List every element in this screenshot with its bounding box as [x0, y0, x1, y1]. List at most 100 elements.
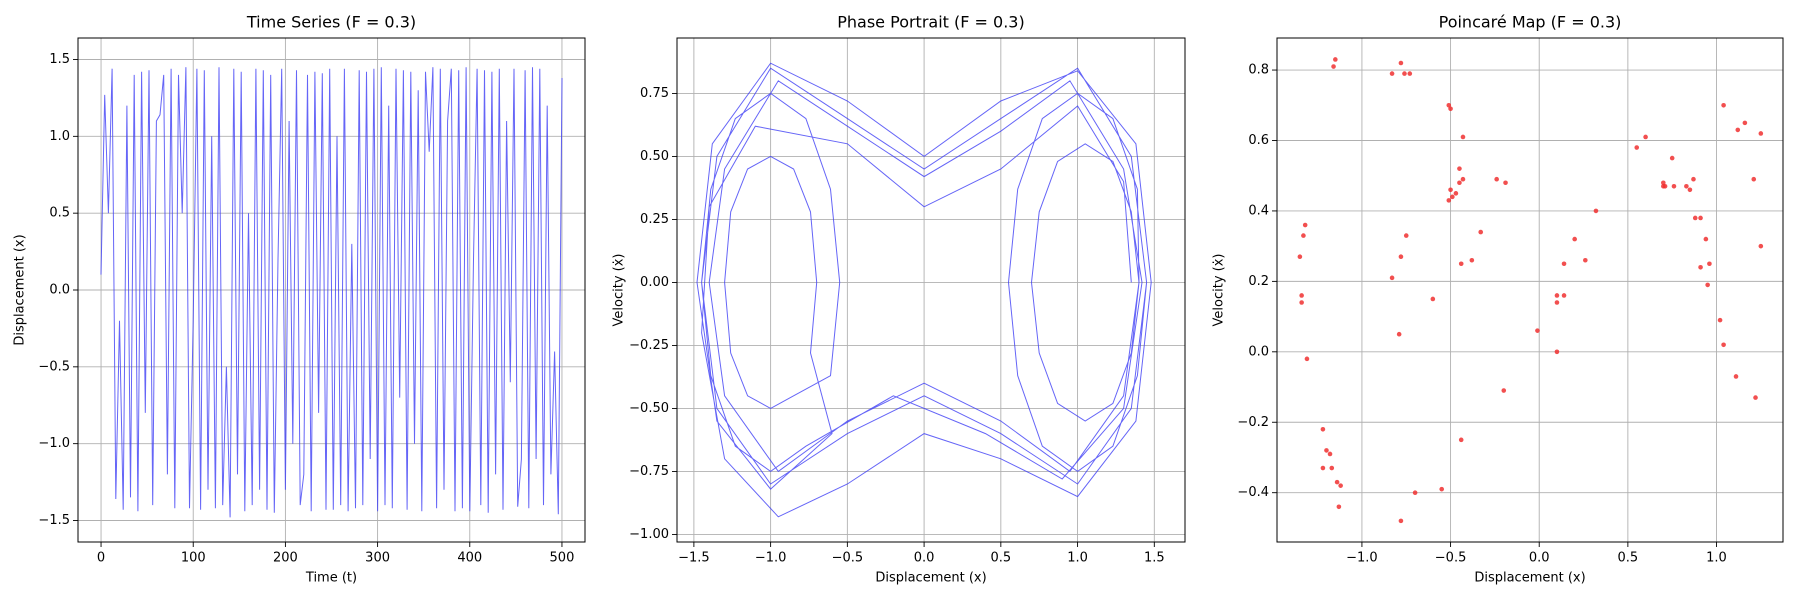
x-tick-label: 0 [97, 551, 105, 566]
y-tick-label: 0.0 [49, 283, 70, 298]
y-tick-label: −0.4 [1237, 485, 1269, 500]
data-point [1457, 166, 1462, 171]
x-tick-label: 0.0 [1529, 551, 1550, 566]
data-point [1398, 518, 1404, 524]
data-point [1412, 490, 1418, 495]
data-point [1331, 64, 1336, 69]
data-point [1469, 257, 1475, 263]
data-point [1692, 215, 1698, 221]
y-tick-label: 0.0 [1248, 344, 1269, 359]
data-point [1402, 71, 1407, 76]
data-point [1297, 254, 1303, 260]
data-point [1458, 437, 1464, 443]
data-point [1583, 257, 1588, 263]
data-point [1733, 374, 1739, 379]
x-tick-label: 1.0 [1067, 551, 1088, 566]
data-point [1742, 120, 1748, 126]
data-point [1453, 191, 1459, 196]
data-point [1698, 264, 1703, 270]
x-tick-label: 0.0 [914, 551, 935, 566]
data-point [1334, 479, 1340, 485]
data-point [1460, 134, 1466, 140]
data-point [1460, 176, 1466, 182]
data-point [1661, 180, 1666, 186]
x-tick-label: 0.5 [990, 551, 1011, 566]
y-tick-label: 1.0 [49, 129, 70, 144]
data-line [696, 62, 1152, 518]
y-tick-label: −0.75 [629, 464, 669, 479]
data-point [1554, 349, 1560, 355]
data-point [1735, 127, 1741, 133]
chart-title: Poincaré Map (F = 0.3) [1439, 13, 1622, 32]
data-point [1669, 155, 1675, 161]
data-point [1304, 356, 1310, 362]
data-point [1721, 102, 1726, 108]
data-point [1398, 60, 1404, 66]
data-point [1389, 71, 1395, 76]
data-point [1302, 222, 1308, 228]
data-point [1684, 183, 1689, 189]
data-point [1753, 395, 1758, 400]
data-point [1691, 176, 1696, 182]
y-axis-label: Displacement (x) [13, 234, 28, 345]
x-tick-label: −1.0 [1346, 551, 1378, 566]
data-point [1398, 254, 1404, 260]
data-point [1758, 131, 1764, 136]
data-point [1407, 71, 1413, 76]
data-point [1301, 233, 1306, 238]
data-point [1450, 194, 1455, 200]
data-point [1320, 426, 1326, 432]
data-point [1717, 317, 1723, 323]
data-point [1320, 465, 1326, 471]
y-tick-label: 0.8 [1248, 63, 1269, 78]
x-tick-label: 500 [550, 551, 575, 566]
data-point [1751, 176, 1757, 182]
data-point [1703, 236, 1709, 242]
data-point [1501, 388, 1507, 393]
data-point [1554, 293, 1560, 298]
data-point [1299, 300, 1304, 305]
data-point [1572, 236, 1577, 242]
chart-title: Time Series (F = 0.3) [246, 13, 416, 32]
data-point [1494, 176, 1499, 182]
y-tick-label: −0.2 [1237, 415, 1269, 430]
y-tick-label: −0.5 [38, 359, 70, 374]
data-point [1448, 187, 1453, 193]
x-tick-label: 1.5 [1144, 551, 1165, 566]
y-tick-label: 0.5 [49, 206, 70, 221]
plot-frame [77, 37, 586, 543]
y-tick-label: 0.75 [640, 86, 669, 101]
data-point [1396, 331, 1402, 337]
y-tick-label: −1.0 [38, 436, 70, 451]
data-point [1389, 275, 1395, 281]
data-point [1457, 180, 1462, 186]
x-tick-label: 100 [181, 551, 206, 566]
data-point [1535, 328, 1540, 333]
data-point [1758, 243, 1764, 249]
data-point [1439, 486, 1445, 492]
data-point [1448, 106, 1453, 112]
data-point [1554, 300, 1560, 305]
y-tick-label: 0.6 [1248, 133, 1269, 148]
y-tick-label: 0.2 [1248, 274, 1269, 289]
y-tick-label: 0.00 [640, 275, 669, 290]
y-tick-label: 1.5 [49, 52, 70, 67]
data-point [1503, 180, 1508, 186]
x-tick-label: −0.5 [1435, 551, 1467, 566]
data-point [1299, 293, 1304, 298]
data-point [1446, 198, 1452, 203]
data-point [1662, 183, 1668, 189]
y-tick-label: 0.4 [1248, 203, 1269, 218]
y-tick-label: 0.25 [640, 212, 669, 227]
data-point [1705, 282, 1710, 288]
y-axis-label: Velocity (ẋ) [612, 254, 627, 327]
plot-frame [1276, 37, 1784, 543]
x-axis-label: Displacement (x) [1474, 571, 1585, 586]
y-axis-label: Velocity (ẋ) [1212, 254, 1227, 327]
y-tick-label: 0.50 [640, 149, 669, 164]
data-point [1446, 102, 1452, 108]
data-point [1593, 208, 1599, 214]
y-tick-label: −0.25 [629, 338, 669, 353]
data-point [1327, 451, 1333, 457]
